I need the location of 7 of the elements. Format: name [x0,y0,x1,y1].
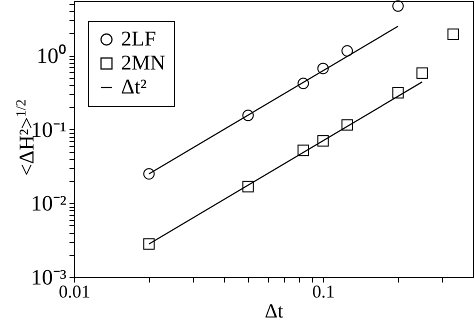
legend-label: 2MN [121,50,166,74]
x-axis-title: Δt [264,300,284,322]
x-tick-label: 0.1 [312,282,335,302]
y-tick-label: 10⁰ [36,43,66,68]
legend-label: 2LF [121,26,156,50]
y-tick-label: 10⁻² [30,190,67,216]
legend-label: Δt² [121,74,147,98]
